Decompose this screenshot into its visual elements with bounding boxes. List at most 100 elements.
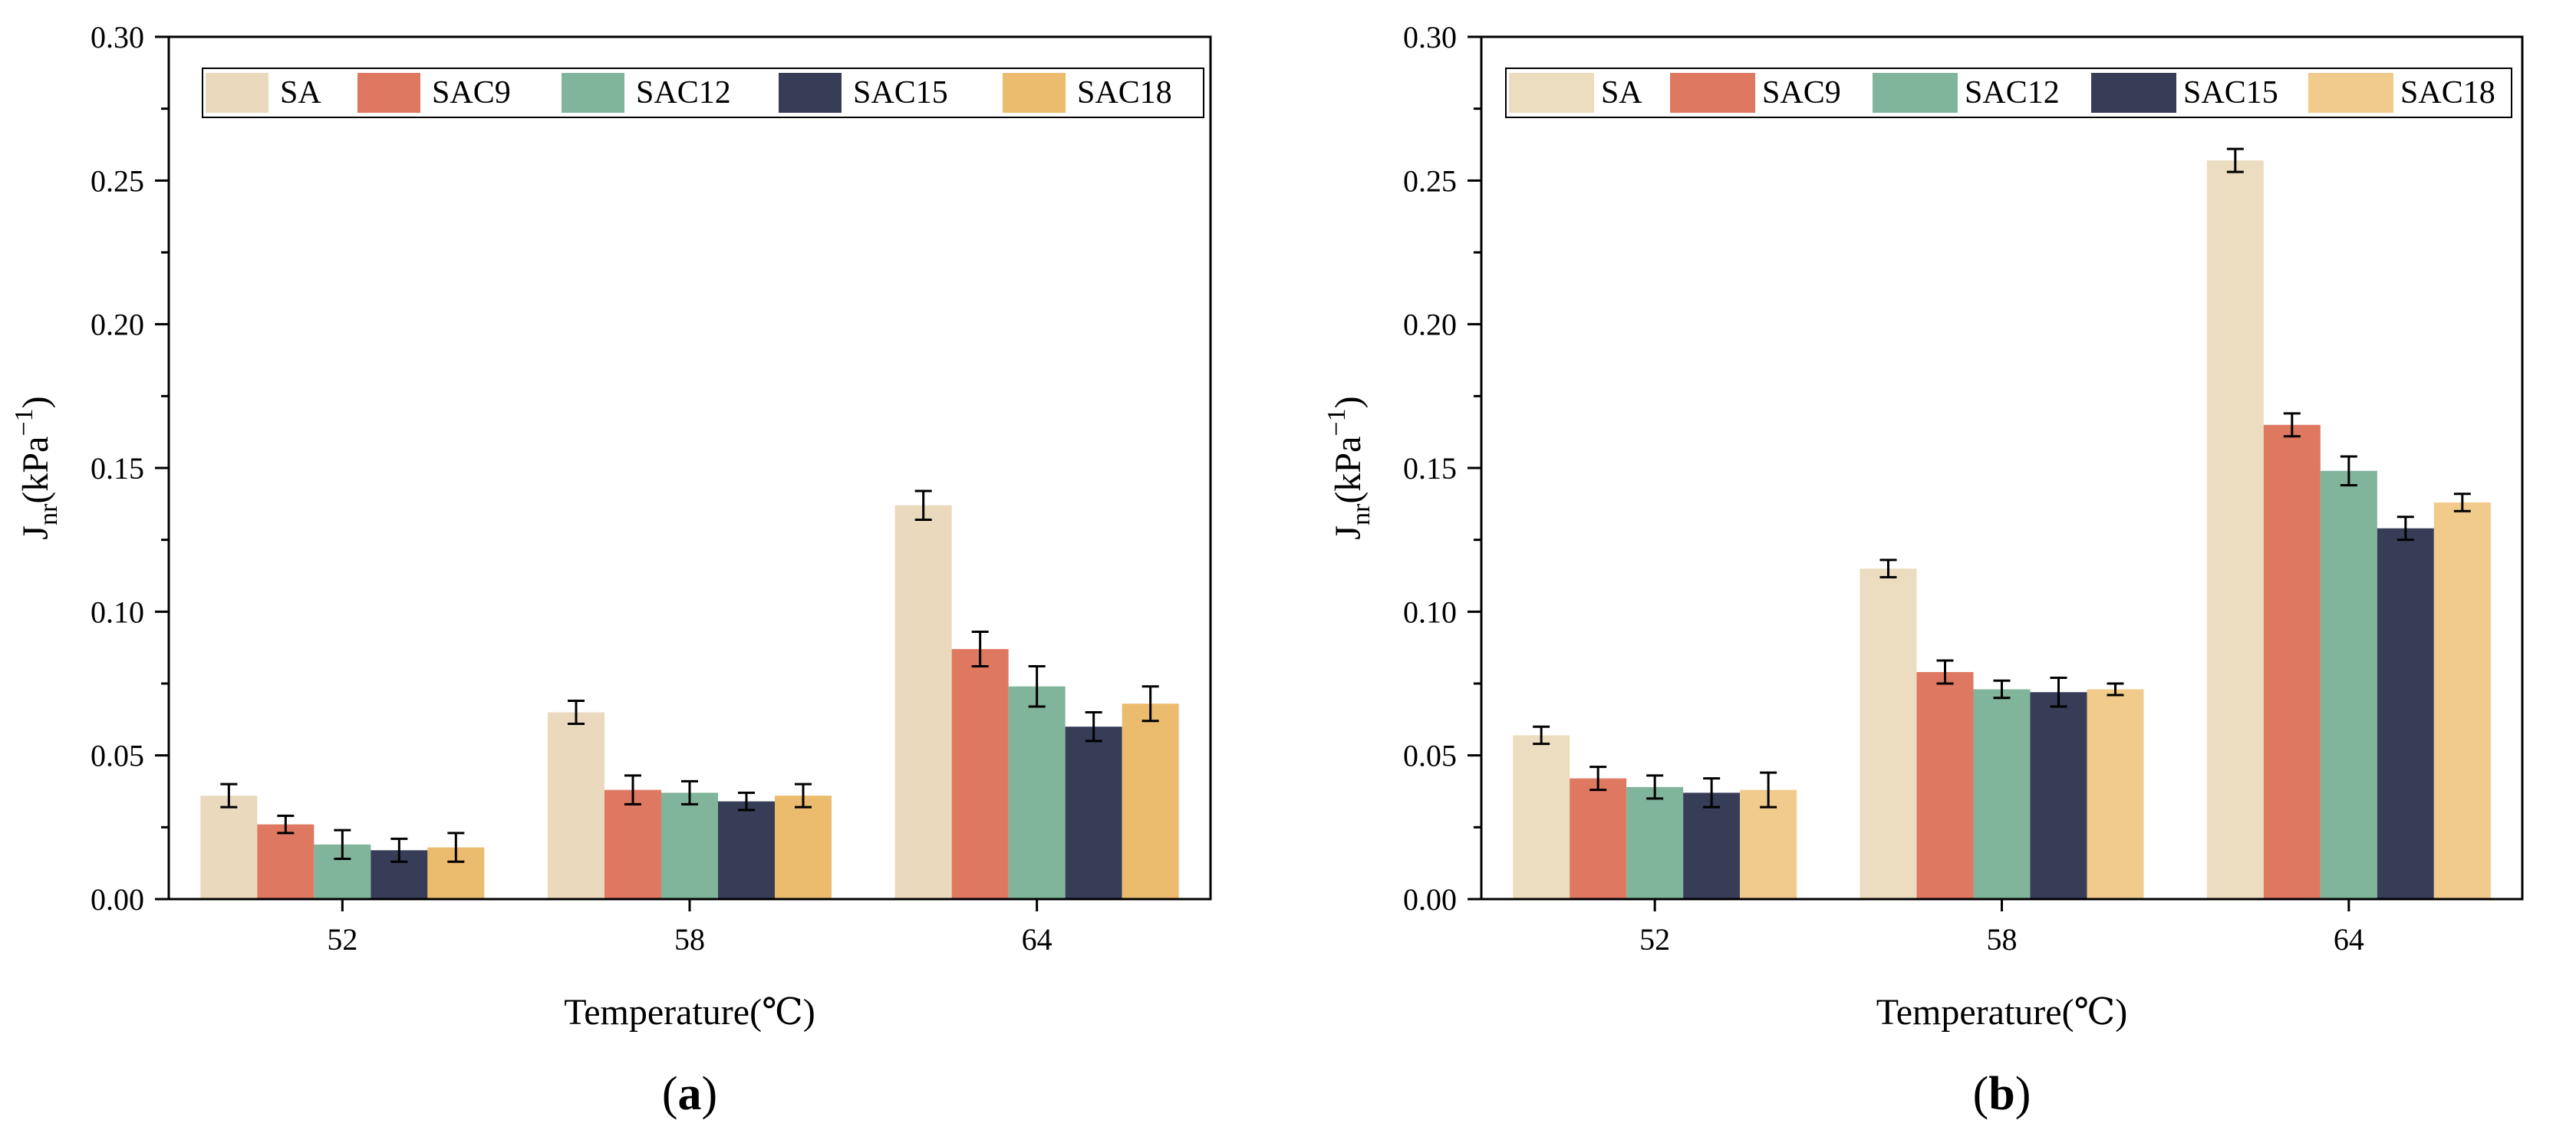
panel-a: 0.00 0.05 0.10 0.15 0.20 0.25 0.30 52 58 64 Temper… (10, 20, 1212, 1120)
x-tick-label: 58 (1987, 922, 2018, 957)
legend-swatch (779, 73, 842, 113)
legend-label: SAC12 (636, 75, 731, 110)
y-axis-title: Jnr(kPa−1) (1323, 396, 1375, 539)
bar (718, 801, 775, 899)
bar (2433, 502, 2491, 899)
y-axis-title-unit: (kPa (15, 437, 56, 504)
error-bar (277, 814, 295, 835)
error-bar (1936, 659, 1954, 685)
bar (2206, 160, 2264, 899)
bar (548, 712, 604, 899)
x-tick-label: 64 (1022, 922, 1052, 957)
legend-swatch (2091, 73, 2176, 113)
legend-item: SA (206, 73, 321, 113)
x-axis-title: Temperature(℃) (564, 992, 815, 1033)
y-tick-label: 0.10 (91, 595, 144, 629)
error-bar (1141, 685, 1159, 723)
x-axis-title: Temperature(℃) (1876, 992, 2128, 1033)
y-axis-title-sup: −1 (10, 408, 38, 436)
x-tick-label: 58 (674, 922, 705, 957)
bar (257, 824, 315, 899)
legend: SA SAC9 SAC12 SAC15 SAC18 (202, 68, 1204, 118)
error-bar (1993, 679, 2011, 700)
legend-item: SAC9 (1670, 73, 1841, 113)
panel-label: (b) (1973, 1068, 2031, 1120)
bar (200, 796, 258, 899)
y-tick-label: 0.00 (91, 882, 144, 917)
legend-swatch (2308, 73, 2393, 113)
y-tick-label: 0.00 (1403, 882, 1457, 917)
y-tick-label: 0.05 (91, 739, 144, 773)
error-bar (795, 783, 812, 809)
bar (1065, 727, 1122, 899)
error-bar (1703, 777, 1721, 809)
error-bar (2107, 682, 2124, 697)
x-tick-label: 52 (1639, 922, 1670, 957)
error-bar (624, 774, 641, 806)
error-bar (1760, 771, 1777, 809)
bar (1626, 786, 1684, 899)
bar (2320, 470, 2377, 899)
error-bar (447, 832, 465, 863)
error-bar (738, 791, 755, 812)
bar (1570, 778, 1627, 899)
bar (894, 505, 952, 899)
panel-label-open: ( (1973, 1068, 1989, 1120)
legend-swatch (1509, 73, 1594, 113)
panel-label-letter: b (1988, 1068, 2014, 1120)
error-bar (2050, 677, 2067, 708)
bar (1122, 703, 1179, 899)
error-bar (1533, 725, 1550, 746)
bar (1683, 792, 1741, 899)
legend-label: SAC12 (1965, 75, 2060, 110)
error-bar (2283, 412, 2301, 438)
y-axis-title-sup: −1 (1323, 408, 1351, 436)
error-bar (2226, 147, 2244, 173)
y-tick-label: 0.15 (91, 451, 144, 486)
error-bar (914, 489, 932, 521)
legend-swatch (1873, 73, 1958, 113)
error-bar (334, 829, 351, 861)
error-bar (390, 837, 408, 863)
legend-label: SA (1601, 75, 1642, 110)
legend-label: SAC9 (1762, 75, 1841, 110)
y-axis-title-base: J (15, 526, 56, 540)
panel-label-close: ) (2015, 1068, 2031, 1120)
error-bar (220, 783, 238, 809)
y-tick-label: 0.20 (91, 308, 144, 342)
panel-label-open: ( (662, 1068, 678, 1120)
panel-label: (a) (662, 1068, 717, 1120)
bar (1008, 686, 1066, 899)
legend-label: SAC15 (2183, 75, 2278, 110)
error-bar (2340, 455, 2357, 486)
legend-swatch (357, 73, 420, 113)
legend-label: SAC18 (1077, 75, 1172, 110)
y-tick-label: 0.25 (91, 163, 144, 198)
panel-label-letter: a (678, 1068, 702, 1120)
legend-item: SAC18 (1003, 73, 1172, 113)
legend-item: SAC12 (562, 73, 731, 113)
legend-item: SAC15 (779, 73, 948, 113)
legend-swatch (1670, 73, 1755, 113)
y-tick-label: 0.10 (1403, 595, 1457, 629)
legend-item: SAC9 (357, 73, 511, 113)
bar (661, 792, 718, 899)
legend-item: SAC12 (1873, 73, 2060, 113)
y-tick-label: 0.15 (1403, 451, 1457, 486)
y-axis-title-sub: nr (35, 503, 63, 526)
error-bar (2453, 493, 2471, 512)
y-axis-title: Jnr(kPa−1) (10, 396, 63, 539)
bar (2377, 528, 2434, 899)
panel-b: 0.00 0.05 0.10 0.15 0.20 0.25 0.30 52 58 64 Temper… (1323, 20, 2524, 1120)
error-bar (681, 779, 698, 806)
x-tick-label: 64 (2334, 922, 2364, 957)
bar (951, 649, 1009, 899)
y-tick-label: 0.25 (1403, 163, 1457, 198)
bar (2030, 692, 2087, 899)
error-bar (1646, 774, 1664, 800)
error-bar (568, 699, 585, 725)
bar (1973, 689, 2031, 899)
y-tick-label: 0.20 (1403, 308, 1457, 342)
